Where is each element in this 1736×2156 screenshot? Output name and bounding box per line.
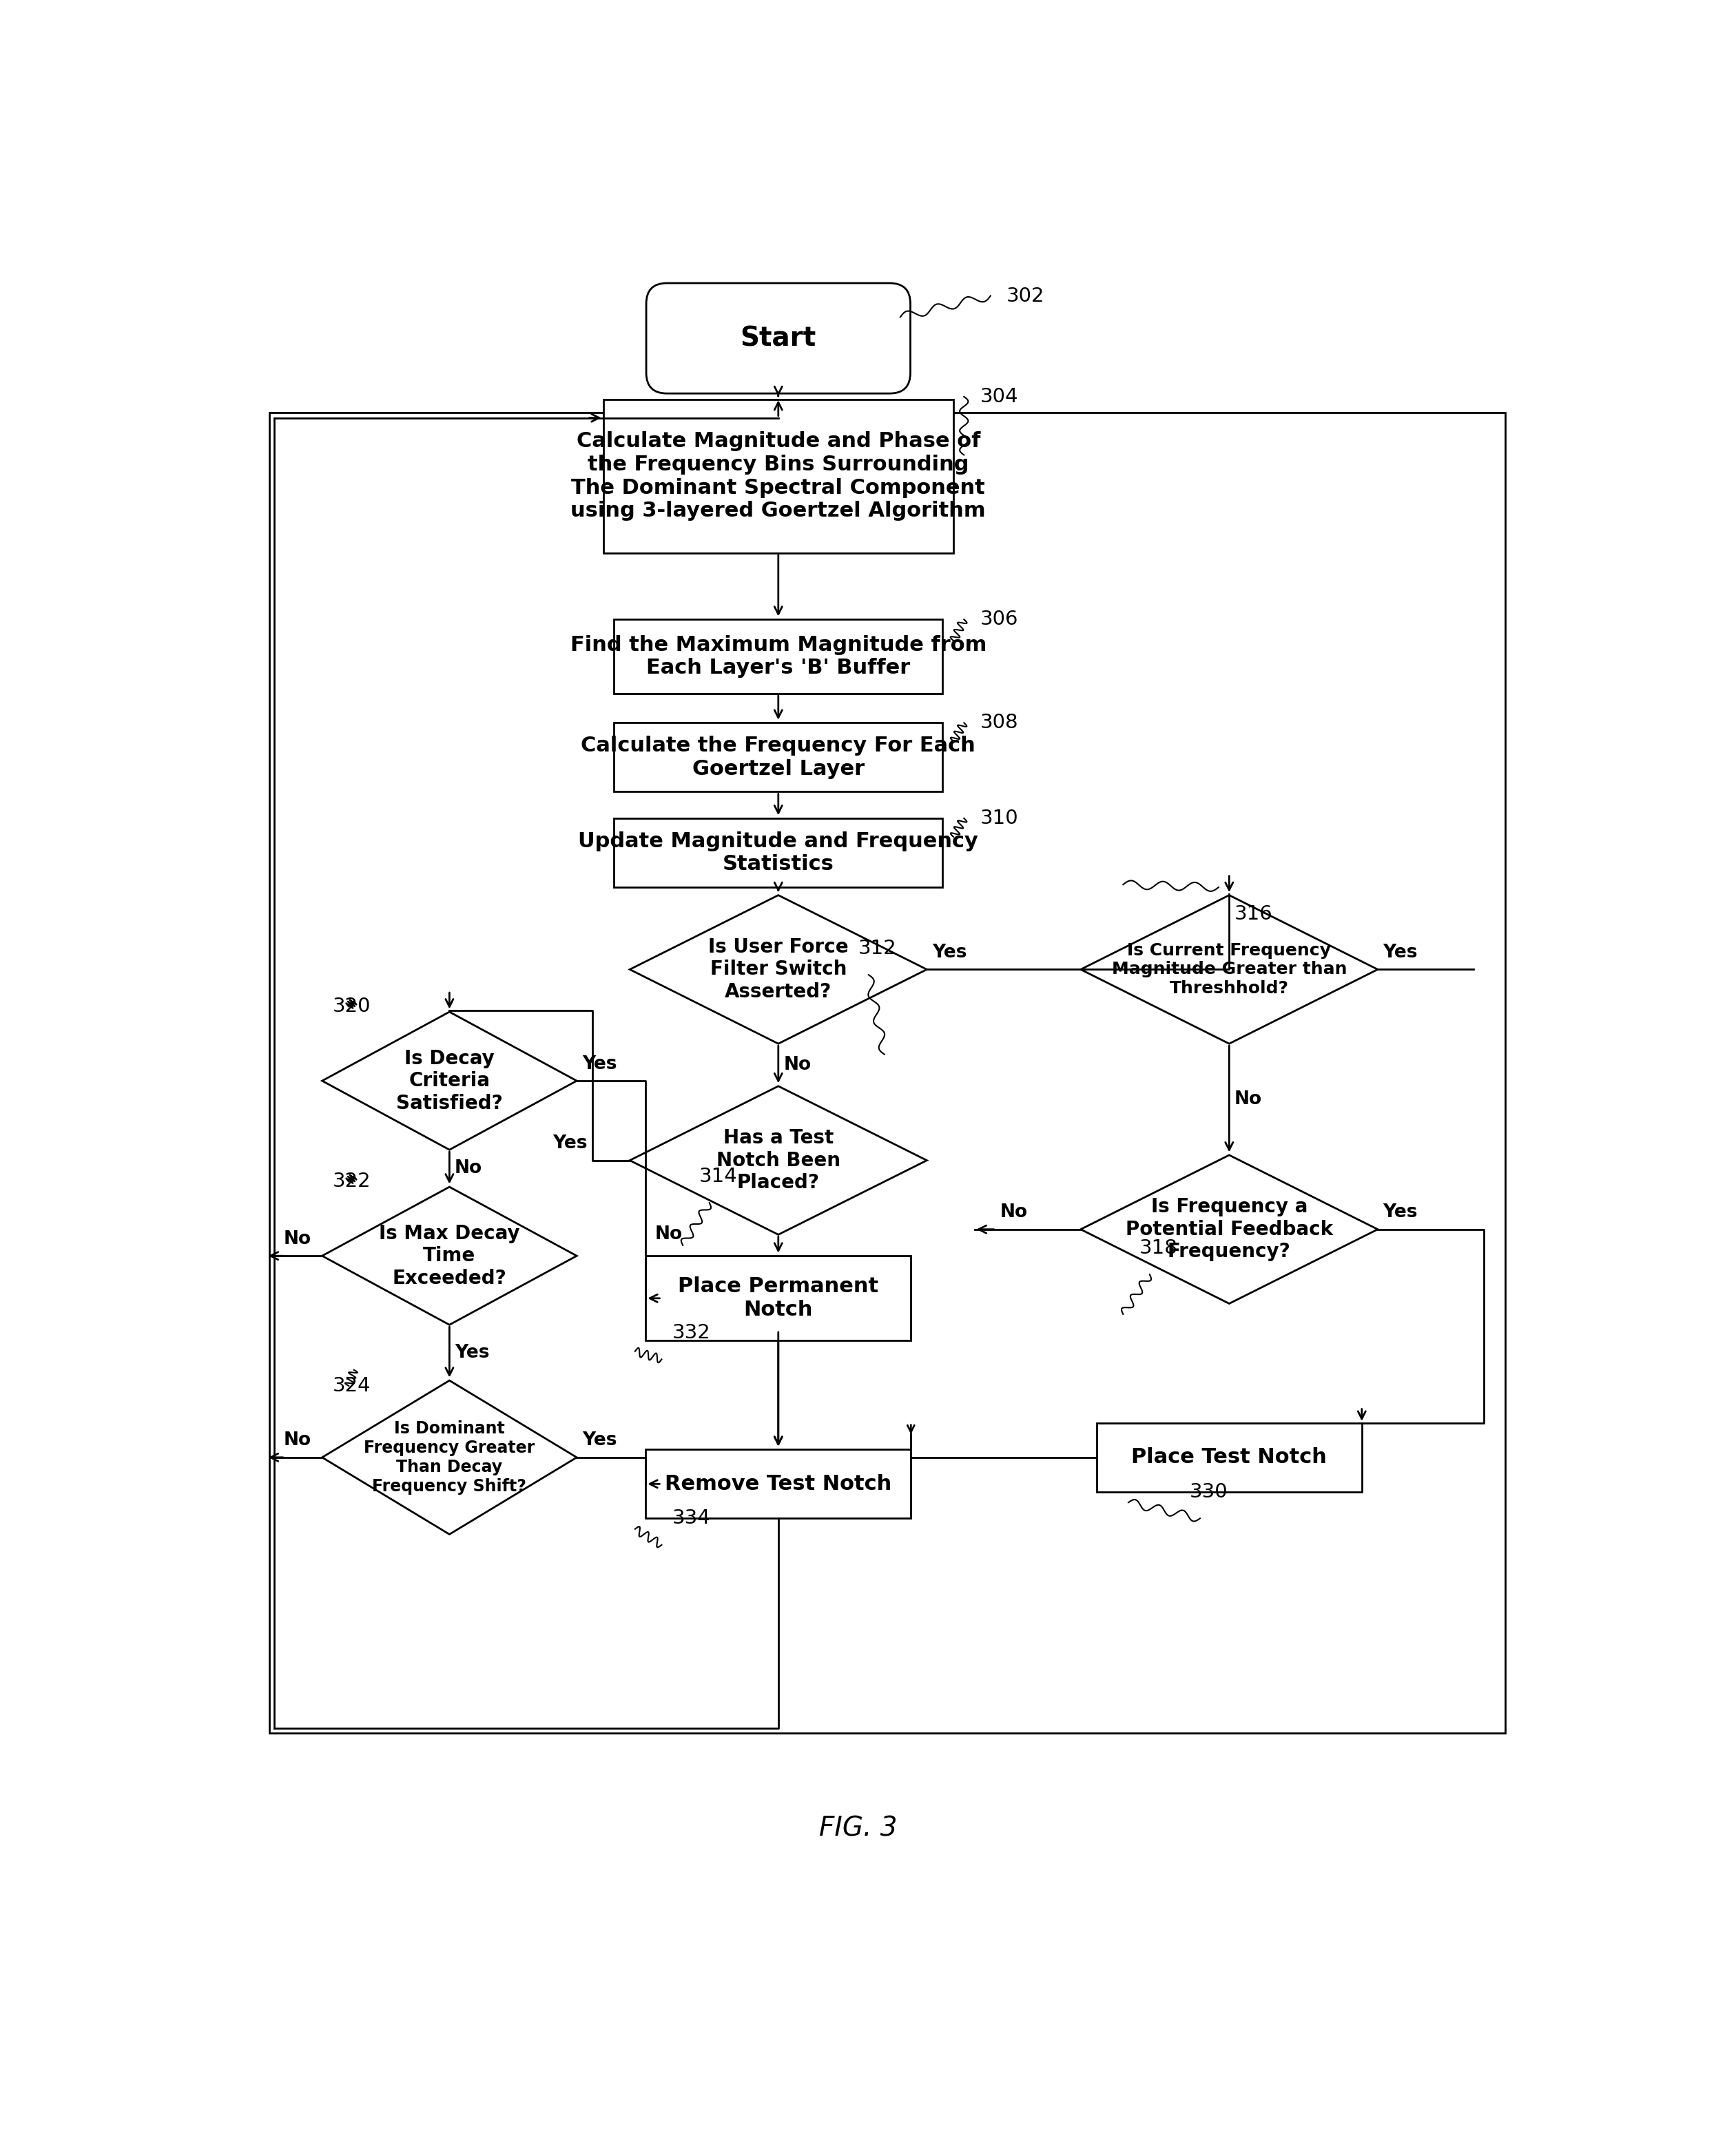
Text: Start: Start [740,326,816,351]
Text: Is Frequency a
Potential Feedback
Frequency?: Is Frequency a Potential Feedback Freque… [1125,1197,1333,1261]
Text: Calculate Magnitude and Phase of
the Frequency Bins Surrounding
The Dominant Spe: Calculate Magnitude and Phase of the Fre… [571,431,986,522]
Text: Has a Test
Notch Been
Placed?: Has a Test Notch Been Placed? [717,1128,840,1192]
Text: Find the Maximum Magnitude from
Each Layer's 'B' Buffer: Find the Maximum Magnitude from Each Lay… [569,636,986,679]
Text: Yes: Yes [1384,1203,1418,1222]
Text: 302: 302 [1007,287,1045,306]
Text: Yes: Yes [1384,944,1418,962]
Polygon shape [323,1011,576,1149]
Text: 330: 330 [1189,1481,1227,1501]
Polygon shape [323,1380,576,1535]
Text: Is Max Decay
Time
Exceeded?: Is Max Decay Time Exceeded? [378,1225,519,1287]
Bar [646,1449,911,1518]
Bar [615,819,943,888]
Text: No: No [1234,1091,1262,1108]
Text: Place Permanent
Notch: Place Permanent Notch [679,1276,878,1319]
Text: No: No [654,1225,682,1244]
Polygon shape [1080,895,1378,1044]
Text: Yes: Yes [932,944,967,962]
Text: Is User Force
Filter Switch
Asserted?: Is User Force Filter Switch Asserted? [708,938,849,1000]
Polygon shape [323,1188,576,1324]
Polygon shape [630,895,927,1044]
Text: Yes: Yes [582,1054,616,1074]
Text: 334: 334 [672,1509,710,1529]
Text: No: No [285,1432,311,1449]
Text: 312: 312 [858,938,896,957]
Text: 322: 322 [333,1173,372,1192]
Text: Yes: Yes [582,1432,616,1449]
Text: Is Dominant
Frequency Greater
Than Decay
Frequency Shift?: Is Dominant Frequency Greater Than Decay… [365,1421,535,1494]
Text: Remove Test Notch: Remove Test Notch [665,1475,892,1494]
Text: Yes: Yes [552,1134,587,1153]
Text: No: No [285,1229,311,1248]
Text: 304: 304 [979,386,1017,405]
Bar [1097,1423,1361,1492]
Text: 314: 314 [698,1166,738,1186]
Text: No: No [783,1056,811,1074]
Text: No: No [1000,1203,1028,1222]
Bar [615,722,943,791]
FancyBboxPatch shape [646,282,910,392]
Text: 316: 316 [1234,903,1272,923]
Text: Place Test Notch: Place Test Notch [1132,1447,1326,1468]
Text: 324: 324 [333,1376,372,1395]
Text: 308: 308 [979,714,1019,733]
Text: Is Current Frequency
Magnitude Greater than
Threshhold?: Is Current Frequency Magnitude Greater t… [1111,942,1347,996]
Polygon shape [630,1087,927,1235]
Text: Is Decay
Criteria
Satisfied?: Is Decay Criteria Satisfied? [396,1048,503,1112]
Text: Yes: Yes [455,1343,490,1363]
Bar [269,412,1505,1733]
Bar [615,619,943,694]
Text: 310: 310 [979,808,1019,828]
Text: Calculate the Frequency For Each
Goertzel Layer: Calculate the Frequency For Each Goertze… [582,735,976,778]
Text: 306: 306 [979,610,1017,630]
Bar [604,399,953,554]
Polygon shape [1080,1156,1378,1304]
Text: 318: 318 [1139,1238,1177,1257]
Text: 320: 320 [333,996,372,1015]
Text: No: No [455,1160,483,1177]
Text: Update Magnitude and Frequency
Statistics: Update Magnitude and Frequency Statistic… [578,832,979,875]
Bar [646,1255,911,1341]
Text: FIG. 3: FIG. 3 [819,1815,898,1841]
Text: 332: 332 [672,1324,710,1343]
